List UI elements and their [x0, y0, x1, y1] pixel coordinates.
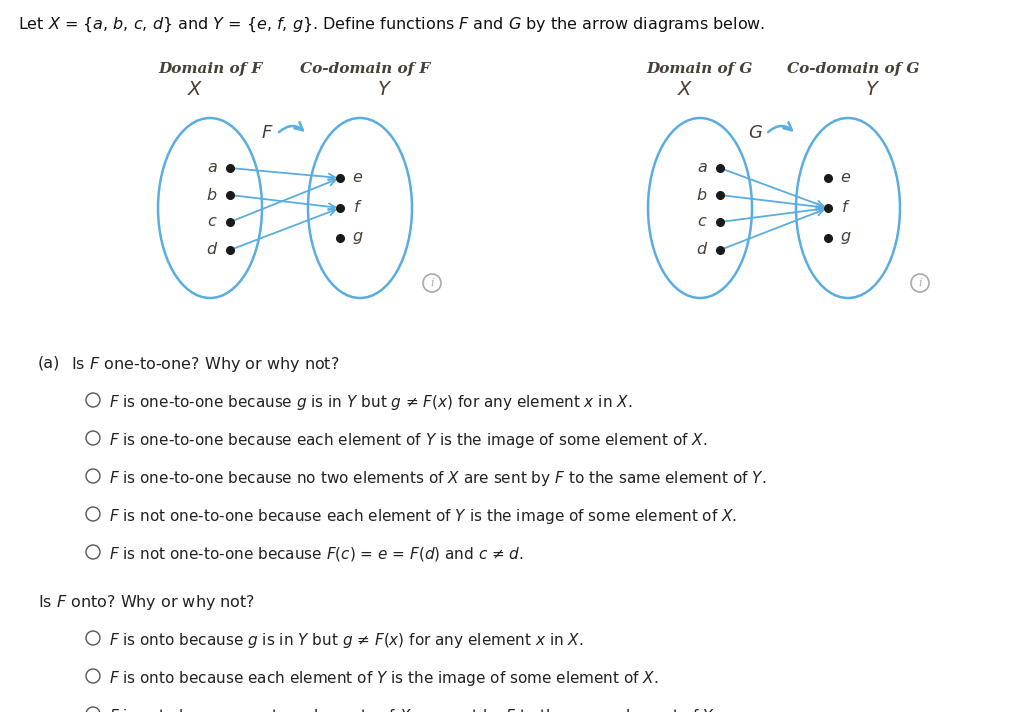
Text: $X$: $X$ [677, 81, 693, 99]
Text: Co-domain of F: Co-domain of F [300, 62, 430, 76]
Text: $G$: $G$ [749, 124, 764, 142]
Text: (a): (a) [38, 355, 60, 370]
Text: $\it{F}$ is one-to-one because no two elements of $\it{X}$ are sent by $\it{F}$ : $\it{F}$ is one-to-one because no two el… [109, 469, 766, 488]
Text: $Y$: $Y$ [865, 81, 881, 99]
Text: $\it{F}$ is one-to-one because each element of $\it{Y}$ is the image of some ele: $\it{F}$ is one-to-one because each elem… [109, 431, 708, 450]
Text: Let $X$ = {$a$, $b$, $c$, $d$} and $Y$ = {$e$, $f$, $g$}. Define functions $F$ a: Let $X$ = {$a$, $b$, $c$, $d$} and $Y$ =… [18, 16, 765, 34]
Text: $F$: $F$ [261, 124, 273, 142]
Text: $d$: $d$ [206, 241, 218, 258]
Text: $X$: $X$ [186, 81, 204, 99]
Text: i: i [919, 278, 922, 288]
Text: Domain of G: Domain of G [647, 62, 754, 76]
Text: $\it{F}$ is onto because each element of $\it{Y}$ is the image of some element o: $\it{F}$ is onto because each element of… [109, 669, 658, 688]
Text: $b$: $b$ [206, 187, 218, 204]
Text: $d$: $d$ [696, 241, 709, 258]
Text: $\it{F}$ is onto because no two elements of $\it{X}$ are sent by $\it{F}$ to the: $\it{F}$ is onto because no two elements… [109, 707, 718, 712]
Text: $Y$: $Y$ [378, 81, 392, 99]
Text: $c$: $c$ [696, 214, 708, 231]
Text: $g$: $g$ [841, 229, 852, 246]
Text: $\it{F}$ is not one-to-one because $\it{F(c)}$ = $\it{e}$ = $\it{F(d)}$ and $\it: $\it{F}$ is not one-to-one because $\it{… [109, 545, 524, 563]
Text: $g$: $g$ [352, 229, 364, 246]
Text: $c$: $c$ [207, 214, 217, 231]
Text: i: i [430, 278, 434, 288]
Text: Domain of F: Domain of F [158, 62, 262, 76]
Text: Is $\it{F}$ onto? Why or why not?: Is $\it{F}$ onto? Why or why not? [38, 593, 255, 612]
Text: $e$: $e$ [352, 169, 364, 187]
Text: $a$: $a$ [207, 159, 217, 177]
Text: $b$: $b$ [696, 187, 708, 204]
Text: $a$: $a$ [696, 159, 708, 177]
Text: $\it{F}$ is not one-to-one because each element of $\it{Y}$ is the image of some: $\it{F}$ is not one-to-one because each … [109, 507, 737, 526]
Text: $f$: $f$ [353, 199, 362, 216]
Text: $f$: $f$ [841, 199, 851, 216]
Text: Co-domain of G: Co-domain of G [786, 62, 920, 76]
Text: $e$: $e$ [841, 169, 852, 187]
Text: $\it{F}$ is onto because $\it{g}$ is in $\it{Y}$ but $\it{g}$ ≠ $\it{F(x)}$ for : $\it{F}$ is onto because $\it{g}$ is in … [109, 631, 584, 650]
Text: Is $\it{F}$ one-to-one? Why or why not?: Is $\it{F}$ one-to-one? Why or why not? [66, 355, 340, 374]
Text: $\it{F}$ is one-to-one because $\it{g}$ is in $\it{Y}$ but $\it{g}$ ≠ $\it{F(x)}: $\it{F}$ is one-to-one because $\it{g}$ … [109, 393, 632, 412]
